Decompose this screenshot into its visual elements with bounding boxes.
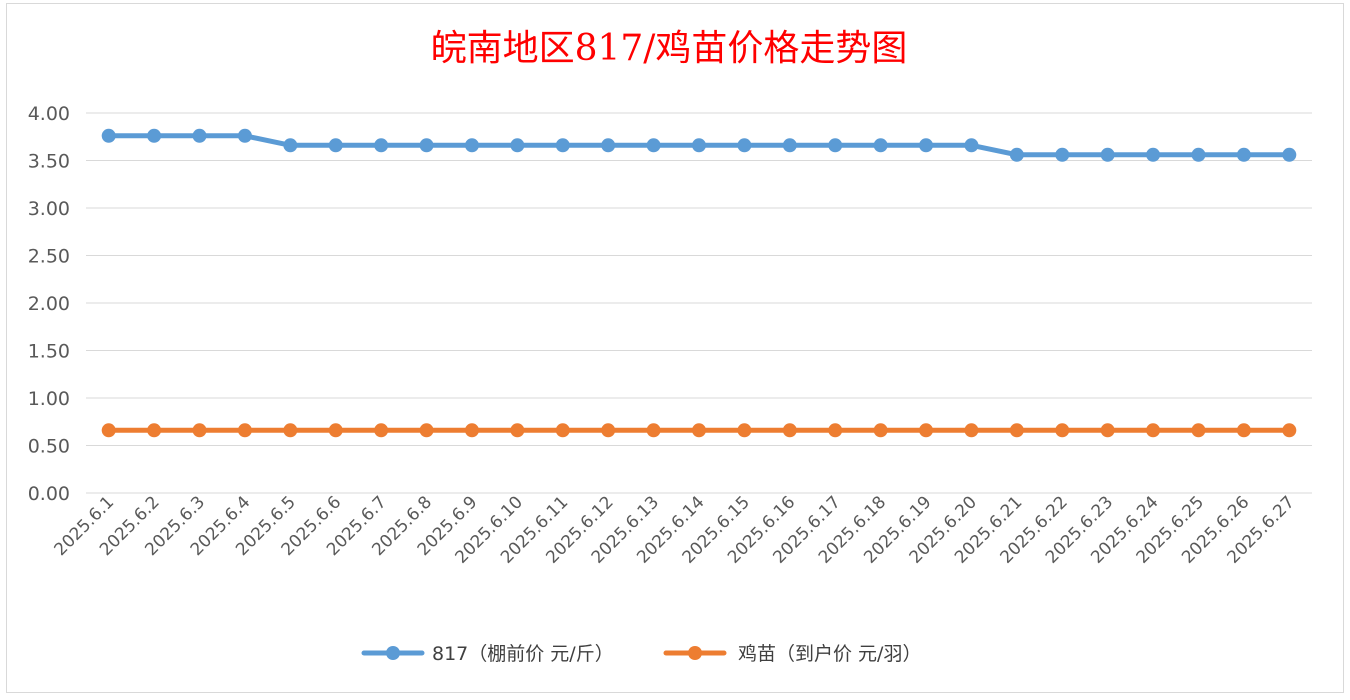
data-point [646,423,661,438]
data-point [147,128,162,143]
data-point [555,138,570,153]
data-point [374,138,389,153]
data-point [828,423,843,438]
data-point [919,423,934,438]
data-point [147,423,162,438]
data-point [646,138,661,153]
data-point [964,423,979,438]
y-tick-label: 0.50 [28,436,70,458]
y-tick-label: 1.00 [28,388,70,410]
data-point [782,138,797,153]
data-point [601,138,616,153]
data-point [873,423,888,438]
data-point [374,423,389,438]
chart-title: 皖南地区817/鸡苗价格走势图 [430,28,908,69]
legend-swatch-marker [688,646,702,660]
legend-item-2: 鸡苗（到户价 元/羽） [663,643,921,665]
data-point [737,423,752,438]
data-point [464,423,479,438]
y-tick-label: 2.00 [28,293,70,315]
data-point [1009,147,1024,162]
data-point [328,138,343,153]
legend-label: 817（棚前价 元/斤） [432,643,614,665]
data-point [737,138,752,153]
data-point [1191,423,1206,438]
data-point [192,423,207,438]
data-point [601,423,616,438]
y-tick-label: 0.00 [28,483,70,505]
data-point [919,138,934,153]
data-point [328,423,343,438]
data-point [1146,423,1161,438]
data-point [510,423,525,438]
data-point [692,423,706,438]
data-point [692,138,706,153]
data-point [964,138,979,153]
data-point [555,423,570,438]
data-point [1055,147,1070,162]
data-point [283,138,298,153]
legend-label: 鸡苗（到户价 元/羽） [738,643,921,665]
data-point [419,423,434,438]
chart-frame [6,3,1344,693]
y-tick-label: 3.50 [28,151,70,173]
data-point [1191,147,1206,162]
data-point [873,138,888,153]
series-2 [101,423,1297,438]
y-tick-label: 1.50 [28,341,70,363]
data-point [510,138,525,153]
data-point [192,128,207,143]
data-point [237,423,252,438]
data-point [1236,423,1251,438]
data-point [101,128,116,143]
y-tick-label: 2.50 [28,246,70,268]
data-point [1009,423,1024,438]
data-point [1236,147,1251,162]
data-point [283,423,298,438]
legend-item-1: 817（棚前价 元/斤） [361,643,614,665]
legend-swatch-marker [386,646,400,660]
data-point [828,138,843,153]
data-point [1282,423,1297,438]
data-point [419,138,434,153]
data-point [782,423,797,438]
data-point [1282,147,1297,162]
y-tick-label: 4.00 [28,103,70,125]
data-point [1055,423,1070,438]
data-point [1100,423,1115,438]
data-point [1146,147,1161,162]
y-tick-label: 3.00 [28,198,70,220]
series-1 [101,128,1297,162]
data-point [237,128,252,143]
data-point [464,138,479,153]
data-point [1100,147,1115,162]
data-point [101,423,116,438]
